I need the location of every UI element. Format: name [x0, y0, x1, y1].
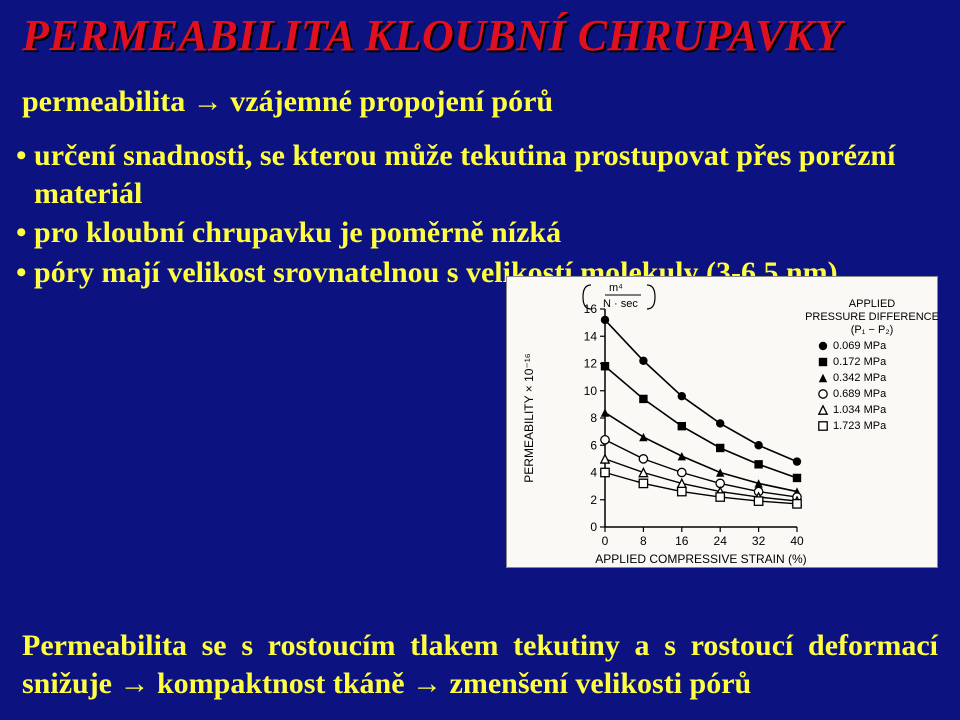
- svg-text:16: 16: [675, 534, 689, 548]
- bullet-item: pro kloubní chrupavku je poměrně nízká: [16, 214, 960, 254]
- svg-text:0.172 MPa: 0.172 MPa: [833, 356, 887, 368]
- svg-text:(P₁ − P₂): (P₁ − P₂): [851, 324, 894, 336]
- svg-text:8: 8: [590, 411, 597, 425]
- svg-text:0.069 MPa: 0.069 MPa: [833, 340, 887, 352]
- svg-text:1.034 MPa: 1.034 MPa: [833, 404, 887, 416]
- svg-text:6: 6: [590, 438, 597, 452]
- permeability-chart: 02468101214160816243240APPLIED COMPRESSI…: [506, 276, 938, 568]
- svg-text:10: 10: [584, 384, 598, 398]
- svg-text:0.342 MPa: 0.342 MPa: [833, 372, 887, 384]
- svg-text:PRESSURE DIFFERENCE: PRESSURE DIFFERENCE: [805, 311, 939, 323]
- svg-text:0: 0: [602, 534, 609, 548]
- svg-text:24: 24: [714, 534, 728, 548]
- svg-text:40: 40: [790, 534, 804, 548]
- svg-text:32: 32: [752, 534, 766, 548]
- svg-text:14: 14: [584, 329, 598, 343]
- svg-text:2: 2: [590, 493, 597, 507]
- svg-text:4: 4: [590, 466, 597, 480]
- svg-text:8: 8: [640, 534, 647, 548]
- svg-text:N · sec: N · sec: [603, 298, 638, 310]
- svg-text:0.689 MPa: 0.689 MPa: [833, 388, 887, 400]
- page-title: PERMEABILITA KLOUBNÍ CHRUPAVKY: [0, 0, 960, 61]
- svg-text:0: 0: [590, 520, 597, 534]
- svg-text:APPLIED COMPRESSIVE STRAIN (%): APPLIED COMPRESSIVE STRAIN (%): [595, 552, 806, 566]
- svg-text:1.723 MPa: 1.723 MPa: [833, 420, 887, 432]
- svg-text:m⁴: m⁴: [609, 282, 623, 294]
- svg-text:APPLIED: APPLIED: [849, 298, 896, 310]
- bullet-list: určení snadnosti, se kterou může tekutin…: [0, 119, 960, 293]
- summary-text: Permeabilita se s rostoucím tlakem tekut…: [22, 627, 938, 702]
- subtitle: permeabilita → vzájemné propojení pórů: [0, 61, 960, 119]
- svg-text:12: 12: [584, 357, 598, 371]
- bullet-item: určení snadnosti, se kterou může tekutin…: [16, 137, 960, 214]
- svg-text:PERMEABILITY × 10⁻¹⁶: PERMEABILITY × 10⁻¹⁶: [522, 353, 536, 482]
